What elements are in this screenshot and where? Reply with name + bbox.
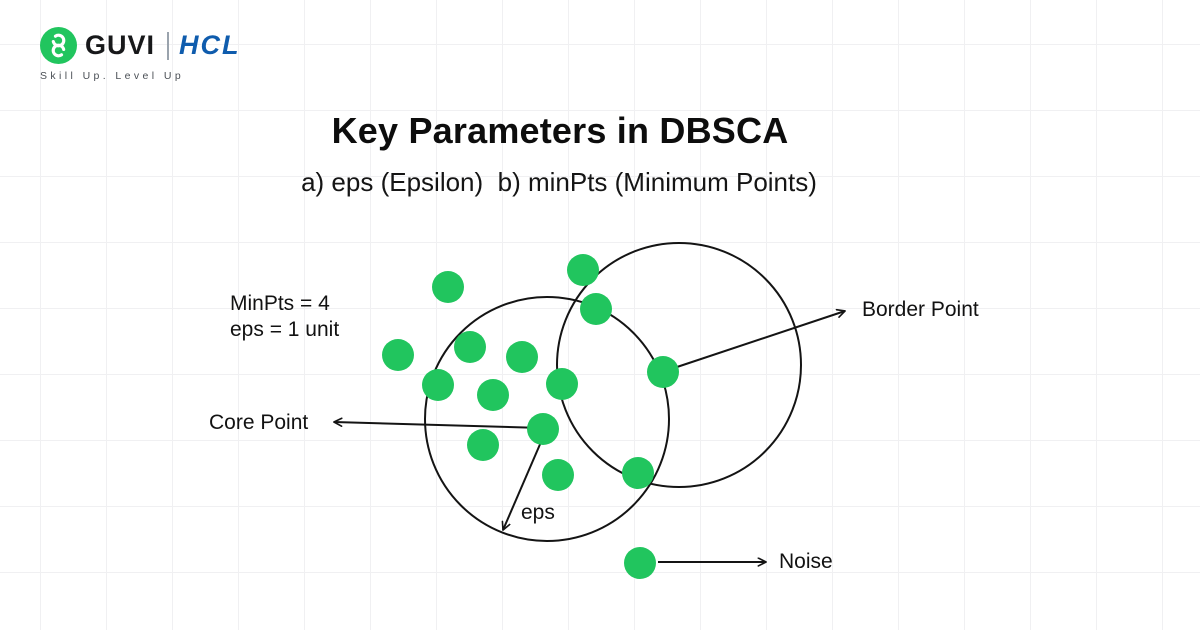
brand-header: GUVI HCL Skill Up. Level Up	[40, 27, 241, 82]
eps-arrow	[501, 441, 542, 531]
brand-divider	[167, 31, 170, 60]
noise-label: Noise	[779, 550, 833, 573]
core-point-arrow	[333, 417, 544, 429]
border-point-arrow	[664, 308, 846, 372]
cluster-point	[546, 368, 578, 400]
guvi-logo-icon	[40, 27, 77, 64]
core-point-label: Core Point	[209, 411, 309, 434]
cluster-point	[580, 293, 612, 325]
cluster-point	[542, 459, 574, 491]
minpts-value-label: MinPts = 4	[230, 292, 330, 315]
cluster-point	[432, 271, 464, 303]
cluster-point	[567, 254, 599, 286]
cluster-point	[477, 379, 509, 411]
page-title: Key Parameters in DBSCA	[331, 110, 789, 151]
hcl-wordmark: HCL	[179, 30, 241, 60]
guvi-wordmark: GUVI	[85, 30, 156, 60]
eps-neighborhood-circle	[424, 296, 670, 542]
cluster-point	[454, 331, 486, 363]
page-subtitle: a) eps (Epsilon) b) minPts (Minimum Poin…	[301, 167, 817, 197]
border-point	[647, 356, 679, 388]
cluster-point	[382, 339, 414, 371]
cluster-point	[422, 369, 454, 401]
border-point-label: Border Point	[862, 298, 979, 321]
parameters-label: MinPts = 4 eps = 1 unit	[230, 291, 339, 343]
brand-tagline: Skill Up. Level Up	[40, 70, 185, 82]
cluster-point	[467, 429, 499, 461]
diagram-shapes	[333, 242, 846, 579]
noise-point	[624, 547, 656, 579]
cluster-point	[506, 341, 538, 373]
eps-neighborhood-circle	[556, 242, 802, 488]
eps-radius-label: eps	[521, 501, 555, 524]
eps-value-label: eps = 1 unit	[230, 318, 340, 341]
core-point	[527, 413, 559, 445]
cluster-point	[622, 457, 654, 489]
